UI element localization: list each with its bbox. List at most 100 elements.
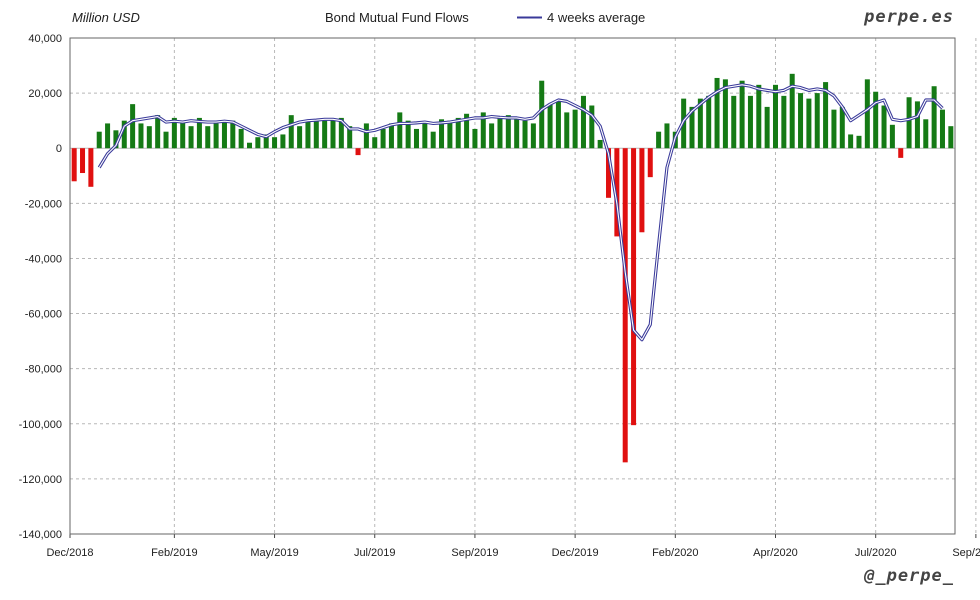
flow-bar [856, 135, 862, 149]
flow-bar [138, 123, 144, 149]
flow-bar [322, 120, 328, 149]
flow-bar [555, 101, 561, 149]
flow-bar [288, 115, 294, 149]
flow-bar [238, 128, 244, 149]
flow-bar [906, 97, 912, 149]
x-tick-label: May/2019 [250, 547, 298, 559]
flow-bar [347, 126, 353, 149]
flow-bar [455, 117, 461, 149]
flow-bar [756, 84, 762, 149]
flow-bar [939, 109, 945, 149]
flow-bar [923, 119, 929, 149]
flow-bar [447, 120, 453, 149]
flow-bar [305, 120, 311, 149]
flow-bar [213, 123, 219, 149]
x-tick-label: Sep/2019 [451, 547, 498, 559]
y-tick-label: -60,000 [25, 309, 62, 321]
flow-bar [71, 148, 77, 182]
y-axis-unit-label: Million USD [72, 10, 140, 25]
flow-bar [330, 119, 336, 149]
flow-bar [180, 120, 186, 149]
flow-bar [789, 73, 795, 149]
flow-bar [747, 95, 753, 149]
flow-bar [881, 105, 887, 149]
flow-bar [196, 117, 202, 149]
flow-bar [380, 128, 386, 149]
x-tick-label: Sep/2020 [952, 547, 980, 559]
flow-bar [639, 148, 645, 233]
flow-bar [839, 106, 845, 149]
flow-bar [338, 117, 344, 149]
flow-bar [731, 95, 737, 149]
flow-bar [464, 113, 470, 149]
flow-bar [297, 126, 303, 149]
flow-bar [163, 131, 169, 149]
x-tick-label: Feb/2019 [151, 547, 197, 559]
flow-bar [221, 120, 227, 149]
flow-bar [622, 148, 628, 463]
brand-site: perpe.es [864, 7, 954, 27]
flow-bar [388, 123, 394, 149]
flow-bar [113, 130, 119, 149]
flow-bar [430, 131, 436, 149]
flow-bar [105, 123, 111, 149]
flow-bar [439, 119, 445, 149]
flow-bar [647, 148, 653, 178]
flow-bar [413, 128, 419, 149]
flow-bar [88, 148, 94, 187]
flow-bar [656, 131, 662, 149]
flow-bar [146, 126, 152, 149]
legend-label: 4 weeks average [547, 10, 645, 25]
x-tick-label: Jul/2019 [354, 547, 396, 559]
flow-bar [363, 123, 369, 149]
flow-bar [914, 101, 920, 149]
flow-bar [689, 106, 695, 149]
flow-bar [272, 137, 278, 149]
flow-bar [706, 95, 712, 149]
y-tick-label: 20,000 [28, 88, 62, 100]
chart-title: Bond Mutual Fund Flows [325, 10, 469, 25]
y-tick-label: -40,000 [25, 253, 62, 265]
y-tick-label: 0 [56, 143, 62, 155]
tick-labels: 40,000 20,000 0 -20,000 -40,000 -60,000 -80,00… [19, 33, 980, 559]
flow-bar [606, 148, 612, 198]
axes [69, 37, 977, 538]
weekly-flow-bars [71, 73, 954, 463]
flow-bar [205, 126, 211, 149]
x-tick-label: Feb/2020 [652, 547, 698, 559]
flow-bar [171, 117, 177, 149]
flow-bar [422, 123, 428, 149]
flow-bar [522, 120, 528, 149]
flow-bar [121, 120, 127, 149]
flow-bar [80, 148, 86, 174]
flow-bar [130, 104, 136, 149]
flow-bar [889, 124, 895, 149]
flow-bar [831, 109, 837, 149]
flow-bar [514, 117, 520, 149]
flow-bar [505, 115, 511, 149]
flow-bar [614, 148, 620, 237]
flow-bar [823, 82, 829, 149]
flow-bar [539, 80, 545, 149]
flow-bar [247, 142, 253, 149]
flow-bar [255, 137, 261, 149]
y-tick-label: 40,000 [28, 33, 62, 45]
flow-bar [739, 80, 745, 149]
y-tick-label: -140,000 [19, 529, 62, 541]
brand-handle: @_perpe_ [864, 566, 954, 586]
flow-bar [589, 105, 595, 149]
flow-bar [230, 120, 236, 149]
flow-bar [697, 98, 703, 149]
flow-bar [547, 104, 553, 149]
flow-bar [580, 95, 586, 149]
flow-bar [397, 112, 403, 149]
average-line-group [97, 83, 944, 342]
flow-bar [188, 126, 194, 149]
plot-border [69, 37, 956, 535]
flow-bar [497, 116, 503, 149]
flow-bar [722, 79, 728, 149]
flow-bar [313, 120, 319, 149]
flow-bar [764, 106, 770, 149]
flow-bar [480, 112, 486, 149]
